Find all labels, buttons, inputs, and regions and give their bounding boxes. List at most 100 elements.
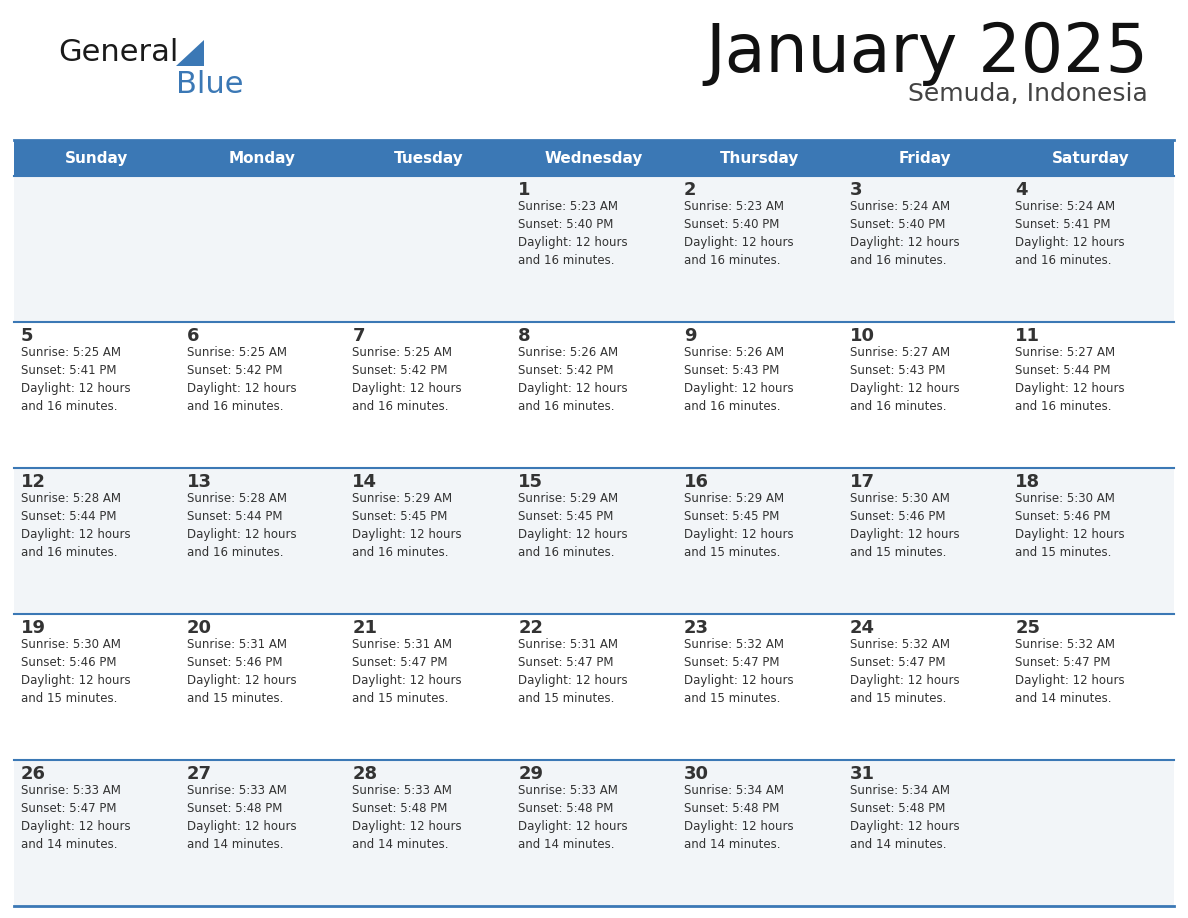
- Bar: [346, 322, 511, 468]
- Text: 21: 21: [353, 619, 378, 637]
- Text: Sunrise: 5:31 AM
Sunset: 5:47 PM
Daylight: 12 hours
and 15 minutes.: Sunrise: 5:31 AM Sunset: 5:47 PM Dayligh…: [518, 638, 627, 705]
- Bar: [842, 176, 1009, 322]
- Text: 16: 16: [684, 473, 709, 491]
- Text: Sunrise: 5:26 AM
Sunset: 5:43 PM
Daylight: 12 hours
and 16 minutes.: Sunrise: 5:26 AM Sunset: 5:43 PM Dayligh…: [684, 346, 794, 413]
- Text: 10: 10: [849, 327, 874, 345]
- Bar: [346, 176, 511, 322]
- Text: 4: 4: [1016, 181, 1028, 199]
- Text: Sunrise: 5:29 AM
Sunset: 5:45 PM
Daylight: 12 hours
and 15 minutes.: Sunrise: 5:29 AM Sunset: 5:45 PM Dayligh…: [684, 492, 794, 559]
- Text: Sunday: Sunday: [65, 151, 128, 165]
- Bar: [346, 760, 511, 906]
- Bar: [677, 614, 842, 760]
- Text: Sunrise: 5:25 AM
Sunset: 5:42 PM
Daylight: 12 hours
and 16 minutes.: Sunrise: 5:25 AM Sunset: 5:42 PM Dayligh…: [353, 346, 462, 413]
- Text: General: General: [58, 38, 178, 67]
- Bar: [14, 176, 179, 322]
- Text: Sunrise: 5:33 AM
Sunset: 5:48 PM
Daylight: 12 hours
and 14 minutes.: Sunrise: 5:33 AM Sunset: 5:48 PM Dayligh…: [187, 784, 296, 851]
- Text: 6: 6: [187, 327, 200, 345]
- Text: Blue: Blue: [176, 70, 244, 99]
- Text: 1: 1: [518, 181, 531, 199]
- Bar: [1009, 140, 1174, 176]
- Bar: [677, 176, 842, 322]
- Bar: [842, 614, 1009, 760]
- Bar: [511, 614, 677, 760]
- Text: 11: 11: [1016, 327, 1041, 345]
- Text: Sunrise: 5:28 AM
Sunset: 5:44 PM
Daylight: 12 hours
and 16 minutes.: Sunrise: 5:28 AM Sunset: 5:44 PM Dayligh…: [21, 492, 131, 559]
- Text: 30: 30: [684, 765, 709, 783]
- Bar: [842, 468, 1009, 614]
- Text: Sunrise: 5:34 AM
Sunset: 5:48 PM
Daylight: 12 hours
and 14 minutes.: Sunrise: 5:34 AM Sunset: 5:48 PM Dayligh…: [684, 784, 794, 851]
- Bar: [14, 140, 179, 176]
- Text: 23: 23: [684, 619, 709, 637]
- Text: Sunrise: 5:33 AM
Sunset: 5:48 PM
Daylight: 12 hours
and 14 minutes.: Sunrise: 5:33 AM Sunset: 5:48 PM Dayligh…: [518, 784, 627, 851]
- Bar: [511, 760, 677, 906]
- Bar: [14, 322, 179, 468]
- Bar: [14, 468, 179, 614]
- Bar: [14, 614, 179, 760]
- Bar: [179, 176, 346, 322]
- Polygon shape: [176, 40, 204, 66]
- Text: 22: 22: [518, 619, 543, 637]
- Bar: [842, 760, 1009, 906]
- Text: 26: 26: [21, 765, 46, 783]
- Text: Sunrise: 5:30 AM
Sunset: 5:46 PM
Daylight: 12 hours
and 15 minutes.: Sunrise: 5:30 AM Sunset: 5:46 PM Dayligh…: [849, 492, 959, 559]
- Bar: [511, 322, 677, 468]
- Text: Wednesday: Wednesday: [545, 151, 643, 165]
- Text: Sunrise: 5:25 AM
Sunset: 5:42 PM
Daylight: 12 hours
and 16 minutes.: Sunrise: 5:25 AM Sunset: 5:42 PM Dayligh…: [187, 346, 296, 413]
- Text: Saturday: Saturday: [1053, 151, 1130, 165]
- Bar: [511, 176, 677, 322]
- Text: Sunrise: 5:28 AM
Sunset: 5:44 PM
Daylight: 12 hours
and 16 minutes.: Sunrise: 5:28 AM Sunset: 5:44 PM Dayligh…: [187, 492, 296, 559]
- Bar: [346, 140, 511, 176]
- Text: 5: 5: [21, 327, 33, 345]
- Text: 24: 24: [849, 619, 874, 637]
- Text: 12: 12: [21, 473, 46, 491]
- Bar: [14, 760, 179, 906]
- Bar: [1009, 614, 1174, 760]
- Text: 7: 7: [353, 327, 365, 345]
- Text: Tuesday: Tuesday: [393, 151, 463, 165]
- Text: 28: 28: [353, 765, 378, 783]
- Bar: [677, 140, 842, 176]
- Text: Thursday: Thursday: [720, 151, 800, 165]
- Bar: [1009, 760, 1174, 906]
- Bar: [179, 760, 346, 906]
- Bar: [179, 322, 346, 468]
- Text: Sunrise: 5:27 AM
Sunset: 5:43 PM
Daylight: 12 hours
and 16 minutes.: Sunrise: 5:27 AM Sunset: 5:43 PM Dayligh…: [849, 346, 959, 413]
- Bar: [346, 614, 511, 760]
- Bar: [677, 468, 842, 614]
- Text: 17: 17: [849, 473, 874, 491]
- Text: Sunrise: 5:30 AM
Sunset: 5:46 PM
Daylight: 12 hours
and 15 minutes.: Sunrise: 5:30 AM Sunset: 5:46 PM Dayligh…: [1016, 492, 1125, 559]
- Text: Sunrise: 5:34 AM
Sunset: 5:48 PM
Daylight: 12 hours
and 14 minutes.: Sunrise: 5:34 AM Sunset: 5:48 PM Dayligh…: [849, 784, 959, 851]
- Text: Sunrise: 5:30 AM
Sunset: 5:46 PM
Daylight: 12 hours
and 15 minutes.: Sunrise: 5:30 AM Sunset: 5:46 PM Dayligh…: [21, 638, 131, 705]
- Text: Sunrise: 5:29 AM
Sunset: 5:45 PM
Daylight: 12 hours
and 16 minutes.: Sunrise: 5:29 AM Sunset: 5:45 PM Dayligh…: [353, 492, 462, 559]
- Bar: [511, 468, 677, 614]
- Text: Sunrise: 5:31 AM
Sunset: 5:46 PM
Daylight: 12 hours
and 15 minutes.: Sunrise: 5:31 AM Sunset: 5:46 PM Dayligh…: [187, 638, 296, 705]
- Text: Sunrise: 5:23 AM
Sunset: 5:40 PM
Daylight: 12 hours
and 16 minutes.: Sunrise: 5:23 AM Sunset: 5:40 PM Dayligh…: [684, 200, 794, 267]
- Text: Sunrise: 5:24 AM
Sunset: 5:41 PM
Daylight: 12 hours
and 16 minutes.: Sunrise: 5:24 AM Sunset: 5:41 PM Dayligh…: [1016, 200, 1125, 267]
- Text: 20: 20: [187, 619, 211, 637]
- Text: Sunrise: 5:31 AM
Sunset: 5:47 PM
Daylight: 12 hours
and 15 minutes.: Sunrise: 5:31 AM Sunset: 5:47 PM Dayligh…: [353, 638, 462, 705]
- Bar: [179, 468, 346, 614]
- Text: 14: 14: [353, 473, 378, 491]
- Bar: [677, 322, 842, 468]
- Text: 31: 31: [849, 765, 874, 783]
- Text: 13: 13: [187, 473, 211, 491]
- Text: Sunrise: 5:26 AM
Sunset: 5:42 PM
Daylight: 12 hours
and 16 minutes.: Sunrise: 5:26 AM Sunset: 5:42 PM Dayligh…: [518, 346, 627, 413]
- Bar: [511, 140, 677, 176]
- Text: Sunrise: 5:27 AM
Sunset: 5:44 PM
Daylight: 12 hours
and 16 minutes.: Sunrise: 5:27 AM Sunset: 5:44 PM Dayligh…: [1016, 346, 1125, 413]
- Text: Sunrise: 5:24 AM
Sunset: 5:40 PM
Daylight: 12 hours
and 16 minutes.: Sunrise: 5:24 AM Sunset: 5:40 PM Dayligh…: [849, 200, 959, 267]
- Bar: [677, 760, 842, 906]
- Bar: [346, 468, 511, 614]
- Text: Sunrise: 5:33 AM
Sunset: 5:47 PM
Daylight: 12 hours
and 14 minutes.: Sunrise: 5:33 AM Sunset: 5:47 PM Dayligh…: [21, 784, 131, 851]
- Text: 2: 2: [684, 181, 696, 199]
- Text: 8: 8: [518, 327, 531, 345]
- Text: Monday: Monday: [229, 151, 296, 165]
- Bar: [842, 322, 1009, 468]
- Bar: [1009, 468, 1174, 614]
- Text: 27: 27: [187, 765, 211, 783]
- Text: 9: 9: [684, 327, 696, 345]
- Text: Sunrise: 5:25 AM
Sunset: 5:41 PM
Daylight: 12 hours
and 16 minutes.: Sunrise: 5:25 AM Sunset: 5:41 PM Dayligh…: [21, 346, 131, 413]
- Bar: [1009, 176, 1174, 322]
- Bar: [179, 614, 346, 760]
- Text: January 2025: January 2025: [704, 20, 1148, 86]
- Bar: [1009, 322, 1174, 468]
